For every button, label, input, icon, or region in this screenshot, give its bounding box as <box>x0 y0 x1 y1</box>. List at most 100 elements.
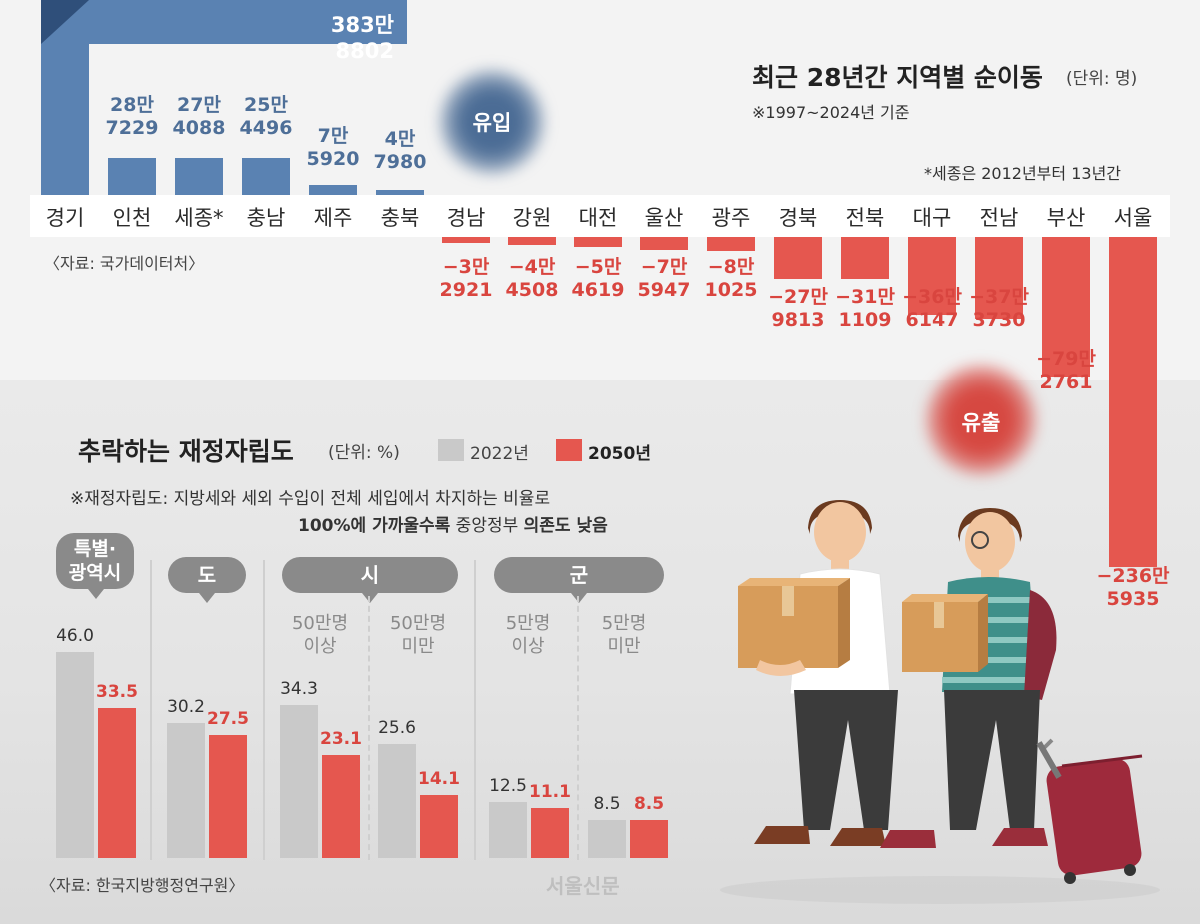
region-label: 서울 <box>1113 206 1153 230</box>
finance-bar-2050 <box>98 708 136 858</box>
finance-value-2050: 14.1 <box>418 768 460 789</box>
note-bold-1: 100%에 가까울수록 <box>298 516 451 536</box>
migration-value-label: −31만 1109 <box>835 286 895 331</box>
region-label: 울산 <box>644 206 684 230</box>
category-county-pointer <box>571 593 587 603</box>
migration-bar <box>841 237 889 279</box>
migration-title: 최근 28년간 지역별 순이동 <box>752 63 1043 92</box>
inflow-marker <box>440 70 544 174</box>
migration-sejong-note: *세종은 2012년부터 13년간 <box>924 164 1122 183</box>
finance-value-2022: 46.0 <box>56 626 94 647</box>
region-label: 전남 <box>979 206 1019 230</box>
finance-note-line2: 100%에 가까울수록 중앙정부 의존도 낮음 <box>298 511 608 536</box>
finance-bar-2050 <box>531 808 569 858</box>
region-label-band <box>30 195 1170 237</box>
region-label: 대전 <box>578 206 618 230</box>
migration-period-note: ※1997~2024년 기준 <box>752 103 910 122</box>
finance-bar-2050 <box>322 754 360 858</box>
migration-value-label: −3만 2921 <box>439 256 493 301</box>
category-province-pointer <box>199 593 215 603</box>
man-right <box>880 508 1057 848</box>
region-label: 강원 <box>512 206 552 230</box>
finance-title: 추락하는 재정자립도 <box>78 437 294 466</box>
migration-bar <box>774 237 822 279</box>
finance-value-2022: 8.5 <box>593 794 621 814</box>
divider-city-subgroups <box>368 596 370 860</box>
region-label: 대구 <box>912 206 952 230</box>
migration-value-label: 7만 5920 <box>306 125 360 170</box>
finance-value-2022: 30.2 <box>167 697 205 717</box>
finance-bar-2022 <box>588 820 626 858</box>
region-label: 광주 <box>711 206 751 230</box>
region-label: 세종* <box>174 206 224 230</box>
finance-note-line1: ※재정자립도: 지방세와 세외 수입이 전체 세입에서 차지하는 비율로 <box>70 489 551 509</box>
migration-bar <box>376 190 424 195</box>
region-label: 경기 <box>45 206 85 230</box>
migration-bar-fold <box>41 0 89 44</box>
finance-unit: (단위: %) <box>328 443 400 463</box>
region-label: 제주 <box>313 206 353 230</box>
outflow-marker <box>926 365 1036 475</box>
finance-value-2050: 27.5 <box>207 709 249 730</box>
finance-bar-2022 <box>167 723 205 858</box>
migration-bar <box>309 185 357 195</box>
finance-bar-2022 <box>280 704 318 858</box>
migration-value-label: −8만 1025 <box>704 256 758 301</box>
legend-2050-label: 2050년 <box>588 444 651 464</box>
finance-bar-2022 <box>56 652 94 858</box>
region-label: 인천 <box>112 206 152 230</box>
divider-county-subgroups <box>577 596 579 860</box>
finance-value-2050: 8.5 <box>633 794 665 814</box>
migration-bar <box>108 158 156 195</box>
ground-shadow <box>720 876 1160 904</box>
region-label: 경남 <box>446 206 486 230</box>
migration-bar <box>1109 237 1157 567</box>
suitcase <box>1036 738 1143 884</box>
migration-value-label: 383만 8802 <box>330 13 394 63</box>
migration-value-label: −7만 5947 <box>637 256 691 301</box>
moving-people-illustration <box>720 500 1160 904</box>
category-city-pointer <box>362 593 378 603</box>
region-label: 경북 <box>778 206 818 230</box>
finance-bar-2050 <box>209 735 247 858</box>
finance-value-2022: 25.6 <box>378 717 416 738</box>
migration-bar <box>442 237 490 243</box>
migration-bar <box>574 237 622 247</box>
finance-value-2050: 33.5 <box>96 682 138 703</box>
category-metro-pointer <box>88 589 104 599</box>
finance-value-2022: 34.3 <box>280 678 318 699</box>
migration-source: 〈자료: 국가데이터처〉 <box>44 254 205 273</box>
migration-bar <box>175 158 223 195</box>
box-right <box>902 594 988 672</box>
migration-unit: (단위: 명) <box>1066 69 1138 89</box>
subgroup-city-small: 50만명 미만 <box>389 613 447 657</box>
category-metro: 특별· 광역시 <box>56 533 134 589</box>
region-label: 충남 <box>246 206 286 230</box>
finance-bar-2022 <box>378 743 416 858</box>
category-county: 군 <box>494 557 664 593</box>
hand-left <box>756 660 806 676</box>
finance-value-2050: 23.1 <box>320 728 362 749</box>
newspaper-logo: 서울신문 <box>546 874 620 898</box>
note-mid: 중앙정부 <box>450 516 524 536</box>
migration-bar <box>975 237 1023 319</box>
migration-value-label: 28만 7229 <box>105 94 159 139</box>
finance-source: 〈자료: 한국지방행정연구원〉 <box>40 876 245 895</box>
migration-value-label: −236만 5935 <box>1096 565 1170 610</box>
legend-2022-label: 2022년 <box>470 444 529 464</box>
migration-value-label: −5만 4619 <box>571 256 625 301</box>
migration-bar <box>908 237 956 315</box>
legend-2022-swatch <box>438 439 464 461</box>
subgroup-county-large: 5만명 이상 <box>505 613 551 657</box>
migration-bar <box>1042 237 1090 377</box>
finance-bar-2050 <box>630 820 668 858</box>
migration-value-label: −4만 4508 <box>505 256 559 301</box>
finance-bar-2022 <box>489 802 527 858</box>
category-province: 도 <box>168 557 246 593</box>
migration-value-label: 4만 7980 <box>373 128 427 173</box>
migration-value-label: 27만 4088 <box>172 94 226 139</box>
migration-value-label: 25만 4496 <box>239 94 293 139</box>
migration-bar-banner <box>89 0 407 44</box>
finance-bar-2050 <box>420 794 458 858</box>
inflow-label: 유입 <box>472 111 512 135</box>
